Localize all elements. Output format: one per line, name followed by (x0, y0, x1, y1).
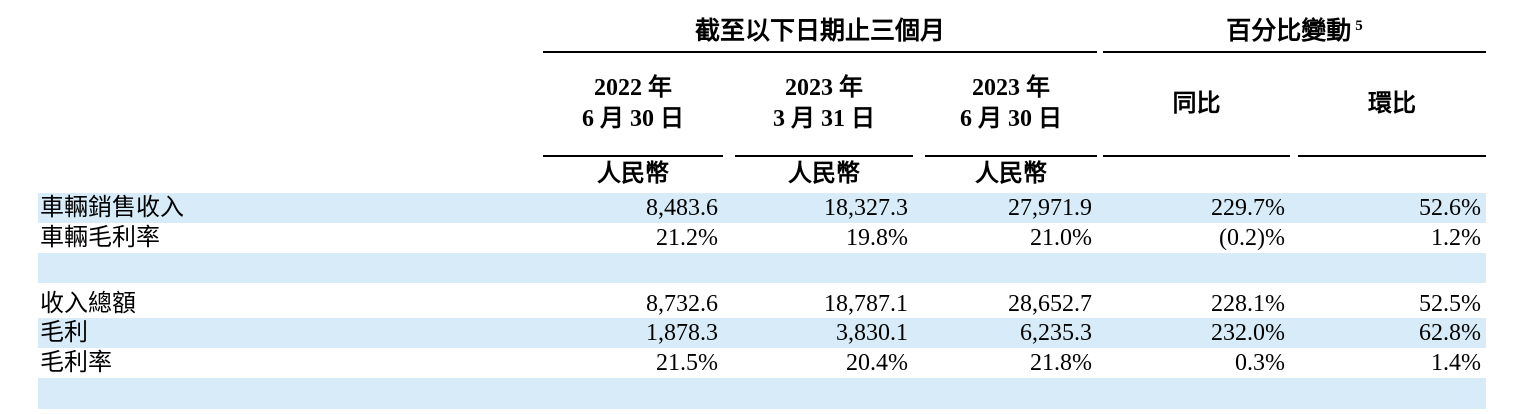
cell-value: 52.5% (1419, 291, 1481, 317)
quarterly-results-table: 截至以下日期止三個月 百分比變動 5 2022 年 6 月 30 日 2023 年… (38, 0, 1486, 409)
cell-value: 18,327.3 (824, 195, 908, 221)
group-header-period: 截至以下日期止三個月 (543, 14, 1097, 53)
column-header-yoy: 同比 (1103, 53, 1290, 157)
cell-value: 19.8% (846, 225, 908, 251)
group-header-row: 截至以下日期止三個月 百分比變動 5 (38, 14, 1486, 53)
date-header-row: 2022 年 6 月 30 日 2023 年 3 月 31 日 2023 年 6… (38, 53, 1486, 157)
column-header-yoy-label: 同比 (1172, 90, 1221, 117)
cell-value: 229.7% (1211, 195, 1285, 221)
column-header-year: 2022 年 (594, 75, 672, 101)
cell-value: 228.1% (1211, 291, 1285, 317)
cell-value: 20.4% (846, 350, 908, 376)
cell-value: 27,971.9 (1008, 195, 1092, 221)
table-row-gross-profit: 毛利 1,878.3 3,830.1 6,235.3 232.0% 62.8% (38, 318, 1486, 348)
table-row-vehicle-margin: 車輛毛利率 21.2% 19.8% 21.0% (0.2)% 1.2% (38, 223, 1486, 253)
footnote-marker: 5 (1355, 17, 1363, 34)
table-row-gross-margin: 毛利率 21.5% 20.4% 21.8% 0.3% 1.4% (38, 348, 1486, 378)
column-header-date: 6 月 30 日 (582, 106, 684, 132)
column-header-qoq: 環比 (1298, 53, 1486, 157)
group-header-change-label: 百分比變動 (1226, 18, 1352, 45)
cell-value: 21.0% (1030, 225, 1092, 251)
row-label: 車輛毛利率 (40, 225, 160, 251)
row-spacer (38, 283, 1486, 290)
cell-value: 8,483.6 (646, 195, 718, 221)
cell-value: 0.3% (1235, 350, 1285, 376)
cell-value: 21.2% (656, 225, 718, 251)
column-header-qoq-label: 環比 (1368, 90, 1416, 117)
currency-unit: 人民幣 (975, 161, 1047, 187)
column-header-2023-06-30: 2023 年 6 月 30 日 (925, 53, 1097, 157)
cell-value: 52.6% (1419, 195, 1481, 221)
cell-value: 1.4% (1431, 350, 1481, 376)
cell-value: 62.8% (1419, 320, 1481, 346)
column-header-date: 3 月 31 日 (773, 106, 875, 132)
row-label: 收入總額 (40, 291, 136, 317)
cell-value: 1.2% (1431, 225, 1481, 251)
cell-value: 6,235.3 (1020, 320, 1092, 346)
currency-unit-row: 人民幣 人民幣 人民幣 (38, 157, 1486, 193)
row-label: 車輛銷售收入 (40, 195, 184, 221)
currency-unit: 人民幣 (788, 161, 860, 187)
row-label: 毛利率 (40, 350, 112, 376)
currency-unit: 人民幣 (597, 161, 669, 187)
cell-value: 18,787.1 (824, 291, 908, 317)
column-header-2023-03-31: 2023 年 3 月 31 日 (735, 53, 913, 157)
cell-value: 8,732.6 (646, 291, 718, 317)
cell-value: 3,830.1 (836, 320, 908, 346)
column-header-2022-06-30: 2022 年 6 月 30 日 (543, 53, 723, 157)
group-header-period-label: 截至以下日期止三個月 (694, 18, 945, 45)
table-row-total-revenue: 收入總額 8,732.6 18,787.1 28,652.7 228.1% 52… (38, 290, 1486, 318)
cell-value: 21.5% (656, 350, 718, 376)
table-row-vehicle-sales: 車輛銷售收入 8,483.6 18,327.3 27,971.9 229.7% … (38, 193, 1486, 223)
cell-value: 232.0% (1211, 320, 1285, 346)
empty-row (38, 253, 1486, 283)
cell-value: 1,878.3 (646, 320, 718, 346)
column-header-date: 6 月 30 日 (960, 106, 1062, 132)
column-header-year: 2023 年 (972, 75, 1050, 101)
group-header-change: 百分比變動 5 (1103, 14, 1486, 53)
empty-row (38, 378, 1486, 409)
column-header-year: 2023 年 (785, 75, 863, 101)
cell-value: (0.2)% (1219, 225, 1285, 251)
row-label: 毛利 (40, 320, 88, 346)
cell-value: 28,652.7 (1008, 291, 1092, 317)
cell-value: 21.8% (1030, 350, 1092, 376)
